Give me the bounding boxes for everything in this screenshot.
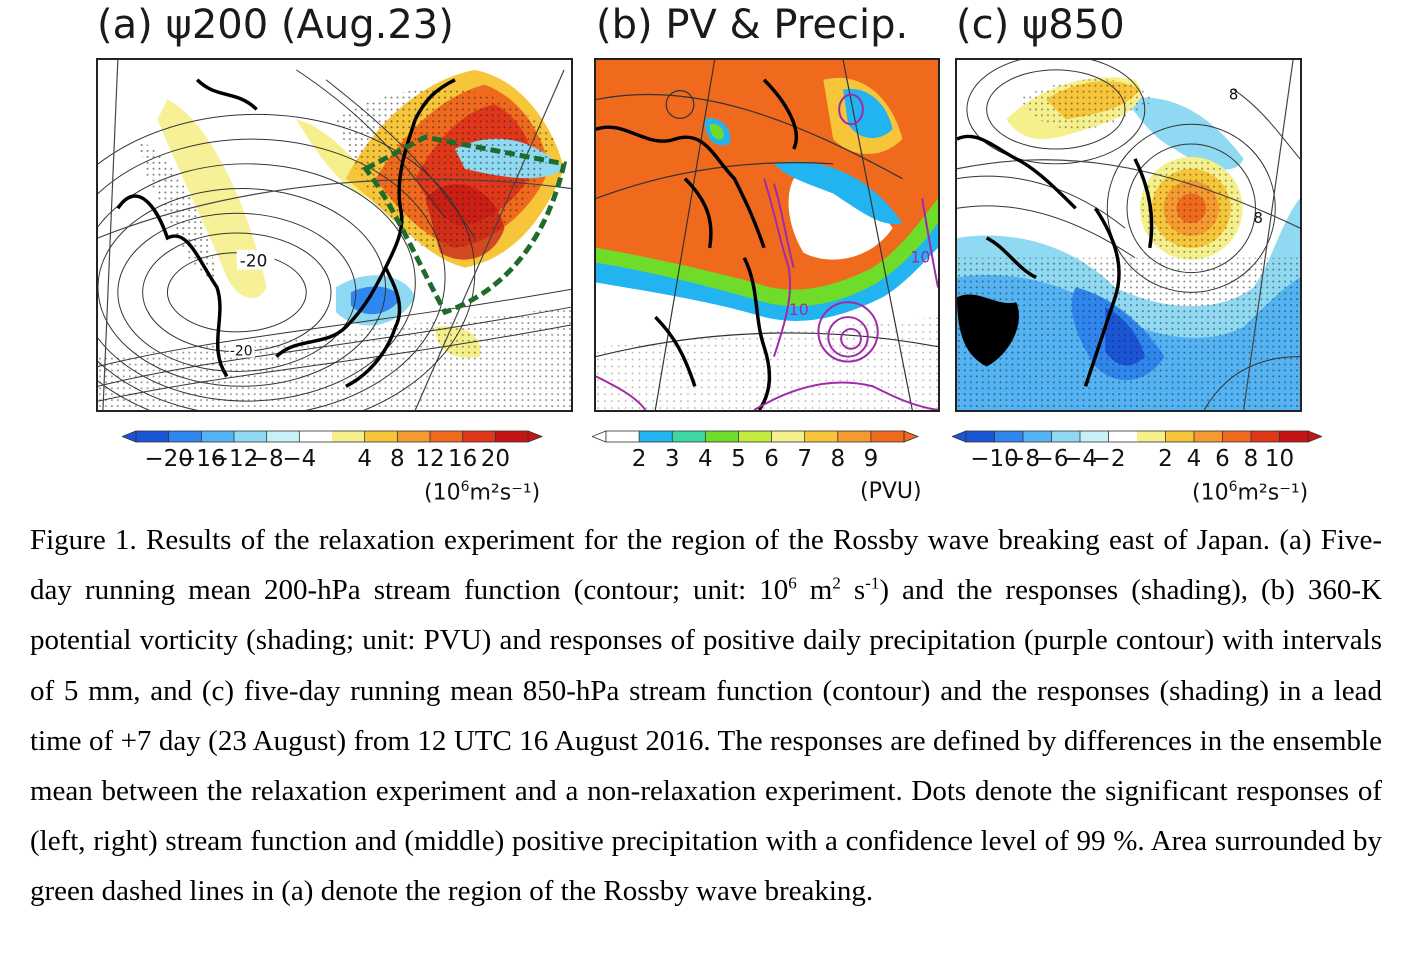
panel-c-map: 8 8 (955, 58, 1302, 412)
colorbar-tick-label: 4 (357, 446, 372, 472)
colorbar-a: −20 −16 −12 −8 −4 4 8 12 16 20 (122, 429, 552, 477)
colorbar-swatch (705, 431, 739, 442)
panel-a-title: (a) ψ200 (Aug.23) (97, 2, 454, 48)
panel-b-contour-label: 10 (789, 300, 809, 319)
colorbar-tick-label: 4 (698, 446, 713, 472)
panel-a-map: -20 -20 (96, 58, 573, 412)
colorbar-tick-label: 10 (1265, 446, 1294, 472)
colorbar-swatch (804, 431, 839, 442)
colorbar-swatch (1222, 431, 1252, 442)
colorbar-tick-label: 2 (1158, 446, 1173, 472)
panel-c-contour-label: 8 (1229, 87, 1238, 104)
colorbar-swatch (606, 431, 640, 442)
colorbar-tick-label: 4 (1187, 446, 1202, 472)
colorbar-tick-label: 9 (864, 446, 879, 472)
colorbar-swatch (332, 431, 366, 442)
colorbar-swatch (672, 431, 706, 442)
colorbar-tick-label: −6 (1035, 446, 1069, 472)
colorbar-right-arrow (903, 430, 920, 443)
colorbar-right-arrow (527, 430, 544, 443)
colorbar-swatch (1279, 431, 1309, 442)
colorbar-swatch (1165, 431, 1195, 442)
colorbar-tick-label: 20 (481, 446, 510, 472)
colorbar-c: −10 −8 −6 −4 −2 2 4 6 8 10 (952, 429, 1322, 477)
colorbar-tick-label: 7 (797, 446, 812, 472)
colorbar-tick-label: −20 (144, 446, 193, 472)
colorbar-right-arrow (1307, 430, 1322, 443)
colorbar-swatch (771, 431, 806, 442)
colorbar-border (135, 430, 529, 443)
colorbar-swatch (1251, 431, 1280, 442)
colorbar-tick-label: −12 (210, 446, 259, 472)
colorbar-swatch (1080, 431, 1109, 442)
colorbar-tick-label: 12 (415, 446, 444, 472)
panel-a-contour-label: -20 (230, 344, 253, 360)
colorbar-tick-label: 8 (1244, 446, 1259, 472)
colorbar-tick-label: −16 (177, 446, 226, 472)
panel-b-title: (b) PV & Precip. (596, 2, 909, 48)
panel-a-contour-label: -20 (240, 251, 268, 271)
colorbar-swatch (738, 431, 773, 442)
colorbar-swatch (168, 431, 202, 442)
colorbar-swatch (430, 431, 464, 442)
colorbar-swatch (462, 431, 496, 442)
colorbar-b-unit: (PVU) (860, 479, 922, 504)
colorbar-tick-label: 8 (390, 446, 405, 472)
colorbar-swatch (1023, 431, 1052, 442)
colorbar-swatch (201, 431, 235, 442)
colorbar-swatch (1051, 431, 1081, 442)
colorbar-swatch (1108, 431, 1138, 442)
colorbar-tick-label: −4 (1063, 446, 1097, 472)
panel-c-title: (c) ψ850 (956, 2, 1125, 48)
colorbar-left-arrow (952, 430, 967, 443)
colorbar-a-graphic: −20−16−12−8−4 4 8 12 16 20 (122, 430, 544, 472)
colorbar-tick-label: −4 (282, 446, 316, 472)
colorbar-tick-label: 6 (1215, 446, 1230, 472)
colorbar-swatch (1194, 431, 1223, 442)
colorbar-swatch (495, 431, 529, 442)
colorbar-c-unit: (106m²s⁻¹) (1192, 479, 1309, 506)
colorbar-swatch (639, 431, 673, 442)
colorbar-swatch (837, 431, 872, 442)
colorbar-c-graphic: −10−8−6−4−2 2 4 6 8 10 (952, 430, 1322, 472)
colorbar-tick-label: −8 (1006, 446, 1040, 472)
colorbar-tick-label: 3 (665, 446, 680, 472)
colorbar-tick-label: −2 (1092, 446, 1126, 472)
panel-c-graphic: 8 8 (957, 60, 1300, 410)
panel-b-contour-label: 10 (910, 248, 930, 267)
colorbar-tick-label: 5 (731, 446, 746, 472)
panel-b-graphic: 10 10 (596, 60, 938, 410)
colorbar-left-arrow (122, 430, 137, 443)
colorbar-swatch (994, 431, 1024, 442)
panel-b-map: 10 10 (594, 58, 940, 412)
colorbar-tick-label: 8 (830, 446, 845, 472)
panel-c-contour-label: 8 (1254, 210, 1263, 227)
colorbar-swatch (397, 431, 431, 442)
colorbar-swatch (136, 431, 170, 442)
colorbar-tick-label: −10 (970, 446, 1019, 472)
colorbar-tick-label: −8 (250, 446, 284, 472)
colorbar-swatch (966, 431, 995, 442)
figure-caption: Figure 1. Results of the relaxation expe… (30, 524, 1382, 908)
colorbar-left-arrow (592, 430, 607, 443)
colorbar-swatch (364, 431, 398, 442)
colorbar-swatch (266, 431, 300, 442)
colorbar-a-unit: (106m²s⁻¹) (424, 479, 541, 506)
colorbar-swatch (1137, 431, 1166, 442)
colorbar-border (965, 430, 1309, 443)
colorbar-tick-label: 2 (632, 446, 647, 472)
colorbar-swatch (234, 431, 268, 442)
colorbar-swatch (299, 431, 333, 442)
colorbar-tick-label: 6 (764, 446, 779, 472)
colorbar-swatch (870, 431, 905, 442)
panel-a-graphic: -20 -20 (98, 60, 571, 410)
colorbar-tick-label: 16 (448, 446, 477, 472)
colorbar-border (605, 430, 905, 443)
